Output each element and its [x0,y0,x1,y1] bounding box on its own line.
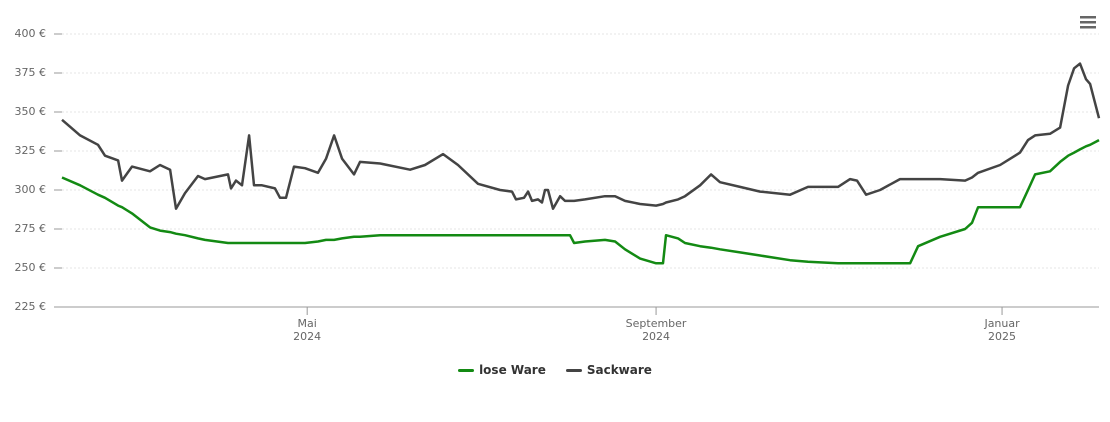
menu-bar [1080,16,1096,19]
x-tick-label: Januar 2025 [984,317,1020,343]
y-tick-label: 375 € [15,66,47,79]
legend-label: lose Ware [479,363,546,377]
y-tick-label: 225 € [15,300,47,313]
y-tick-label: 250 € [15,261,47,274]
legend-label: Sackware [586,363,652,377]
menu-icon[interactable] [1080,16,1096,29]
legend-swatch [565,368,582,372]
x-tick-label: Mai 2024 [293,317,322,343]
x-tick-label: September 2024 [625,317,687,343]
y-tick-label: 325 € [15,144,47,157]
legend-swatch [458,368,475,372]
series-line [61,138,1100,265]
y-tick-label: 300 € [15,183,47,196]
y-tick-label: 350 € [15,105,47,118]
series-line [61,62,1101,210]
y-tick-label: 275 € [15,222,47,235]
legend-item[interactable]: lose Ware [458,363,546,377]
y-tick-label: 400 € [15,27,47,40]
menu-bar [1080,26,1096,29]
legend: lose Ware Sackware [0,363,1110,377]
legend-item[interactable]: Sackware [565,363,652,377]
menu-bar [1080,21,1096,24]
